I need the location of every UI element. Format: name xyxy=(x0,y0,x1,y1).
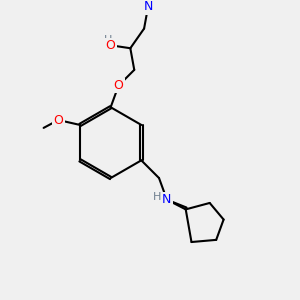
Text: O: O xyxy=(114,79,124,92)
Text: O: O xyxy=(106,39,116,52)
Text: N: N xyxy=(162,193,172,206)
Text: H: H xyxy=(153,192,161,202)
Text: H: H xyxy=(103,35,112,45)
Text: O: O xyxy=(53,113,63,127)
Text: N: N xyxy=(143,0,153,14)
